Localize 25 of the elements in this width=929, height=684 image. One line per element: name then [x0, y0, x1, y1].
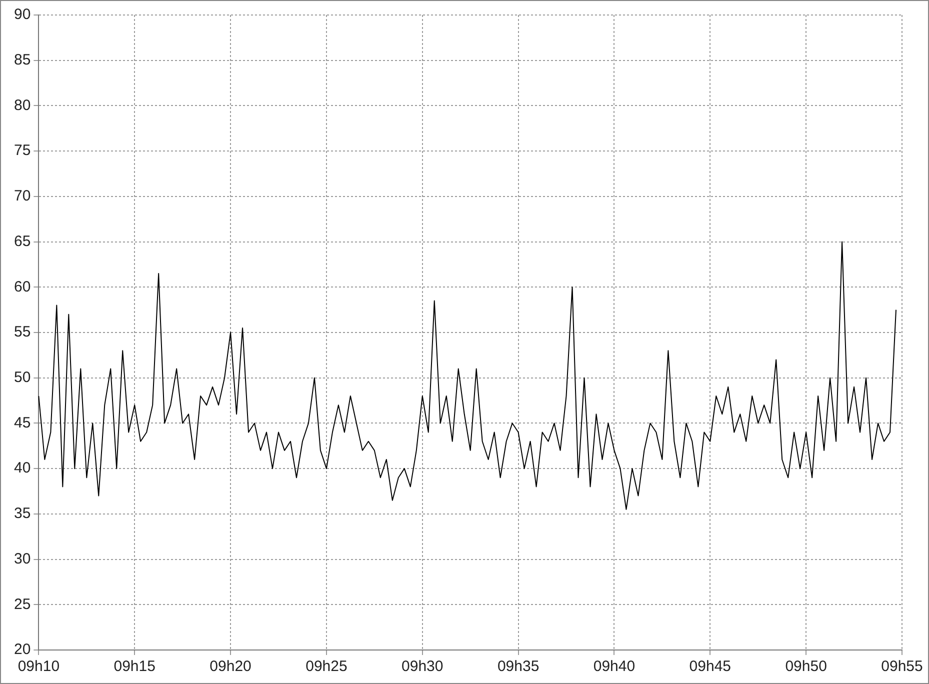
x-tick-label: 09h45	[689, 658, 732, 676]
x-tick-label: 09h50	[785, 658, 827, 676]
y-tick-label: 40	[14, 460, 31, 477]
x-tick-label: 09h15	[114, 658, 156, 676]
y-tick-label: 80	[14, 96, 31, 114]
x-tick-label: 09h20	[210, 658, 252, 676]
x-tick-label: 09h10	[18, 658, 60, 676]
y-tick-label: 45	[14, 414, 31, 432]
y-tick-label: 70	[14, 188, 31, 205]
x-tick-label: 09h55	[881, 658, 923, 676]
y-tick-label: 35	[14, 505, 31, 522]
x-tick-label: 09h35	[497, 658, 540, 676]
x-tick-label: 09h40	[593, 658, 636, 676]
y-tick-label: 30	[14, 550, 31, 568]
x-tick-label: 09h25	[306, 658, 348, 676]
x-tick-label: 09h30	[402, 658, 444, 676]
y-tick-label: 20	[14, 641, 31, 658]
y-tick-label: 25	[14, 596, 31, 613]
y-tick-label: 90	[14, 6, 31, 24]
y-tick-label: 60	[14, 278, 31, 296]
y-tick-label: 65	[14, 232, 31, 250]
y-tick-label: 85	[14, 52, 31, 68]
y-tick-label: 50	[14, 369, 31, 386]
y-tick-label: 75	[14, 142, 31, 160]
y-tick-label: 55	[14, 324, 31, 341]
